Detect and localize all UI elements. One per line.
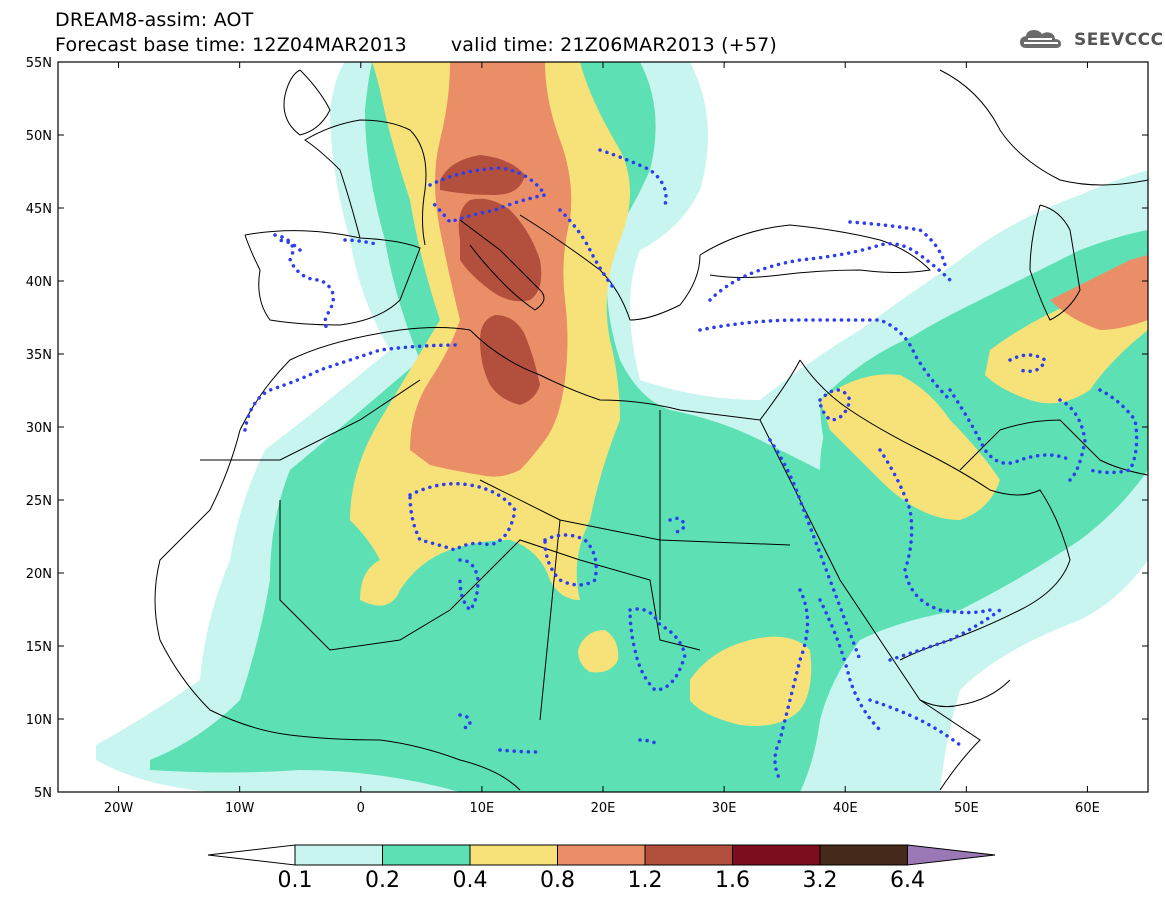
border-1 — [279, 500, 701, 651]
contour-nile — [768, 438, 862, 662]
colorbar-label: 0.2 — [365, 868, 400, 893]
coast-red-sea — [759, 419, 1011, 708]
lat-tick-label: 45N — [26, 202, 52, 217]
colorbar-segment — [819, 844, 908, 866]
contour-pakistan — [1088, 388, 1139, 475]
colorbar-label: 6.4 — [890, 868, 925, 893]
aot-fields — [58, 62, 1148, 792]
dotted-contours — [243, 148, 1139, 782]
lat-tick-label: 55N — [26, 56, 52, 71]
coast-balkans — [519, 214, 701, 321]
contour-levant — [698, 318, 952, 402]
contour-chad — [543, 533, 598, 587]
base-time-label: Forecast base time: 12Z04MAR2013 — [55, 34, 407, 56]
colorbar-label: 0.8 — [540, 868, 575, 893]
contour-turkey — [708, 242, 952, 302]
contour-anatolia — [848, 220, 947, 267]
contour-ethiopia — [818, 598, 882, 732]
lon-tick-label: 0 — [357, 801, 365, 816]
lat-tick-group: 5N 10N 15N 20N 25N 30N 35N 40N 45N 50N 55N — [26, 56, 1148, 801]
map-title: DREAM8-assim: AOT — [55, 9, 254, 31]
lat-tick-label: 20N — [26, 567, 52, 582]
lon-tick-label: 10W — [225, 801, 255, 816]
colorbar-segment — [732, 844, 821, 866]
contour-tibesti — [458, 558, 480, 613]
border-3 — [200, 379, 421, 461]
colorbar-label: 0.1 — [277, 868, 313, 893]
contour-somalia — [868, 698, 962, 747]
coastlines — [154, 69, 1148, 791]
seevccc-logo: SEEVCCC — [1018, 26, 1164, 54]
colorbar-under-arrow — [207, 844, 296, 866]
colorbar-over-arrow — [907, 844, 996, 866]
colorbar-segment — [644, 844, 733, 866]
aot-band-1.2-libya — [480, 315, 540, 405]
coast-britain — [283, 69, 331, 136]
colorbar-segment — [557, 844, 646, 866]
colorbar-label: 3.2 — [802, 868, 838, 893]
contour-morocco — [243, 343, 462, 432]
border-4 — [539, 410, 661, 721]
lon-tick-label: 40E — [833, 801, 858, 816]
contour-arabia-inner — [818, 388, 852, 422]
contour-nigeria — [498, 748, 542, 754]
contour-yemen — [888, 608, 1002, 662]
contour-italy — [558, 208, 617, 292]
valid-time-label: valid time: 21Z06MAR2013 (+57) — [450, 34, 778, 56]
lat-tick-label: 50N — [26, 129, 52, 144]
contour-sudan — [628, 607, 687, 692]
lon-tick-group: 20W 10W 0 10E 20E 30E 40E 50E 60E — [104, 62, 1100, 816]
map-subtitle: Forecast base time: 12Z04MAR2013 valid ti… — [55, 34, 777, 56]
lat-tick-label: 5N — [34, 786, 52, 801]
aot-band-0.2 — [150, 62, 1148, 792]
colorbar-segment — [294, 844, 383, 866]
logo-text: SEEVCCC — [1074, 30, 1164, 50]
coast-italy — [459, 219, 545, 311]
coast-horn — [919, 699, 981, 791]
lon-tick-label: 20E — [591, 801, 616, 816]
coast-west-africa — [154, 429, 521, 791]
contour-iran — [1008, 353, 1048, 373]
colorbar-segment — [382, 844, 471, 866]
coast-arabia — [799, 359, 1071, 661]
lat-tick-label: 30N — [26, 421, 52, 436]
coast-france — [304, 119, 427, 246]
aot-band-1.2-alps — [440, 155, 525, 195]
cloud-logo-icon — [1020, 30, 1061, 48]
border-5 — [939, 69, 1148, 186]
colorbar — [207, 844, 996, 866]
lon-tick-label: 30E — [712, 801, 737, 816]
lat-tick-label: 15N — [26, 640, 52, 655]
contour-libya — [408, 482, 517, 552]
aot-band-0.4-chad — [578, 630, 619, 673]
border-2 — [479, 479, 791, 546]
colorbar-label: 1.2 — [627, 868, 663, 893]
lon-tick-label: 20W — [104, 801, 134, 816]
coast-black-sea — [699, 224, 932, 278]
contour-alps — [428, 166, 548, 225]
aot-band-0.4-sahel — [690, 636, 812, 726]
lat-tick-label: 10N — [26, 713, 52, 728]
coast-north-africa — [239, 327, 801, 431]
contour-iberia — [273, 233, 382, 332]
contour-afghan — [1058, 398, 1087, 482]
aot-band-0.4-arabia — [820, 374, 1000, 520]
lon-tick-label: 50E — [954, 801, 979, 816]
lon-tick-label: 10E — [470, 801, 495, 816]
colorbar-label: 0.4 — [452, 868, 488, 893]
lat-tick-label: 25N — [26, 494, 52, 509]
contour-gulf — [948, 388, 1072, 466]
aot-band-0.8-iran — [1050, 255, 1148, 330]
contour-arabia-south — [878, 448, 992, 615]
colorbar-label: 1.6 — [715, 868, 750, 893]
lat-tick-label: 40N — [26, 275, 52, 290]
coast-caspian — [1029, 204, 1081, 321]
contour-egypt-small — [668, 516, 687, 534]
lat-tick-label: 35N — [26, 348, 52, 363]
coast-persian-gulf — [959, 419, 1148, 476]
lon-tick-label: 60E — [1075, 801, 1100, 816]
colorbar-segment — [469, 844, 558, 866]
contour-car — [638, 738, 662, 747]
